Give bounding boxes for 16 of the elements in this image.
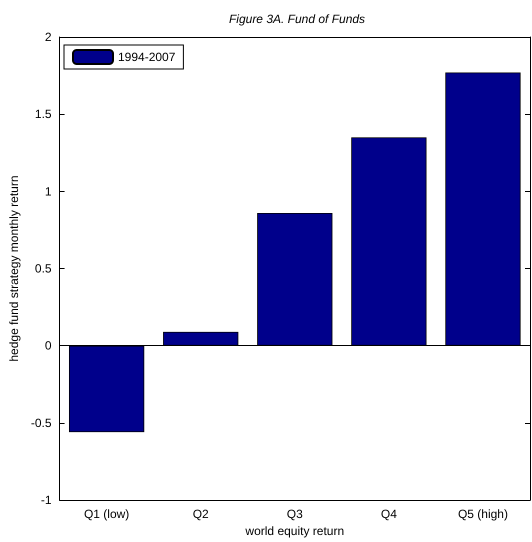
x-tick-label: Q5 (high) <box>458 507 508 522</box>
x-tick-label: Q4 <box>380 507 398 522</box>
x-tick-label: Q2 <box>192 507 210 522</box>
x-tick-label: Q3 <box>286 507 304 522</box>
y-tick-label: 0.5 <box>34 262 52 276</box>
chart-title: Figure 3A. Fund of Funds <box>228 12 366 26</box>
y-tick-label: 0 <box>44 338 52 353</box>
x-axis-title: world equity return <box>244 524 344 538</box>
y-tick-label: 1 <box>44 184 52 198</box>
y-tick-label: -1 <box>40 493 52 508</box>
y-tick-label: 2 <box>44 30 52 44</box>
y-tick-label: 1.5 <box>34 107 52 122</box>
x-tick-label: Q1 (low) <box>84 507 130 522</box>
y-axis-title: hedge fund strategy monthly return <box>7 175 21 362</box>
legend-label: 1994-2007 <box>118 50 176 64</box>
y-tick-label: -0.5 <box>30 416 52 430</box>
